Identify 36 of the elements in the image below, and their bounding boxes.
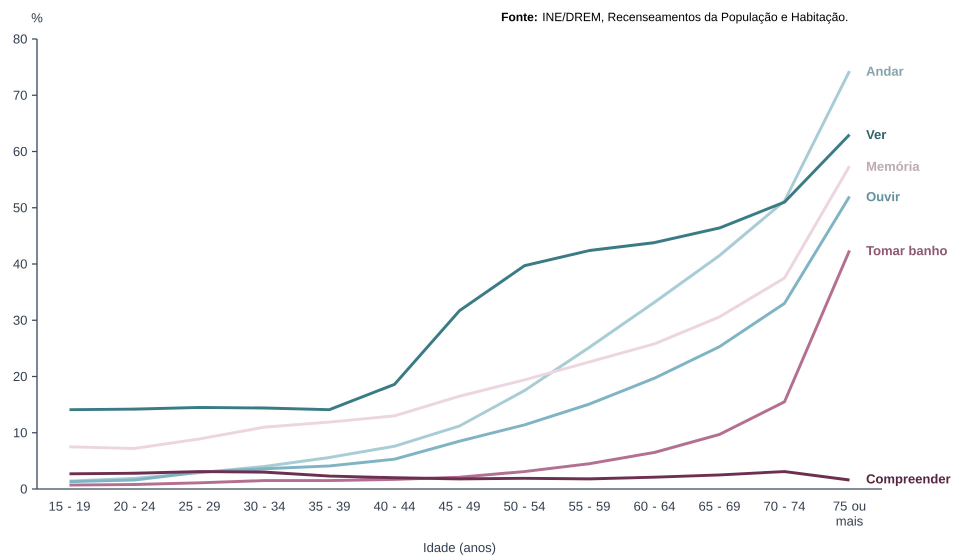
x-tick-label: 35 - 39	[309, 502, 350, 511]
x-tick-label: 45 - 49	[438, 502, 480, 511]
x-tick-label: 30 - 34	[244, 502, 286, 511]
x-tick-label: 25 - 29	[179, 502, 220, 511]
line-series	[68, 164, 851, 450]
y-axis-title: %	[32, 13, 42, 22]
line-series	[68, 470, 851, 482]
x-tick-label: 75 ou mais	[834, 502, 866, 526]
series-label: Compreender	[866, 474, 950, 486]
series-label: Memória	[866, 161, 920, 171]
y-tick-label: 70	[14, 90, 27, 100]
x-tick-label: 50 - 54	[504, 502, 546, 511]
series-label: Ver	[866, 130, 886, 140]
x-tick-label: 65 - 69	[699, 502, 740, 511]
x-tick-label: 20 - 24	[114, 502, 156, 511]
series-label: Tomar banho	[866, 246, 947, 256]
series-label: Andar	[866, 66, 904, 76]
line-series	[68, 133, 851, 412]
y-tick-label: 30	[13, 316, 27, 325]
y-tick-label: 0	[20, 484, 27, 494]
x-tick-label: 70 - 74	[764, 502, 806, 511]
x-tick-label: 15 - 19	[50, 502, 90, 511]
x-tick-label: 40 - 44	[374, 502, 416, 511]
x-tick-label: 55 - 59	[569, 502, 610, 511]
x-tick-label: 60 - 64	[634, 502, 676, 511]
x-axis-title: Idade (anos)	[424, 542, 496, 555]
y-tick-label: 40	[13, 259, 27, 269]
line-series	[68, 195, 851, 484]
y-tick-label: 20	[14, 372, 27, 382]
y-tick-label: 50	[13, 203, 27, 212]
series-label: Ouvir	[866, 192, 900, 202]
y-tick-label: 60	[14, 146, 27, 156]
y-tick-label: 80	[14, 34, 27, 44]
line-series	[68, 249, 851, 487]
y-tick-label: 10	[14, 428, 27, 438]
text: Fonte: INE/DREM, Recenseamentos da População e Habitação.	[502, 12, 848, 24]
